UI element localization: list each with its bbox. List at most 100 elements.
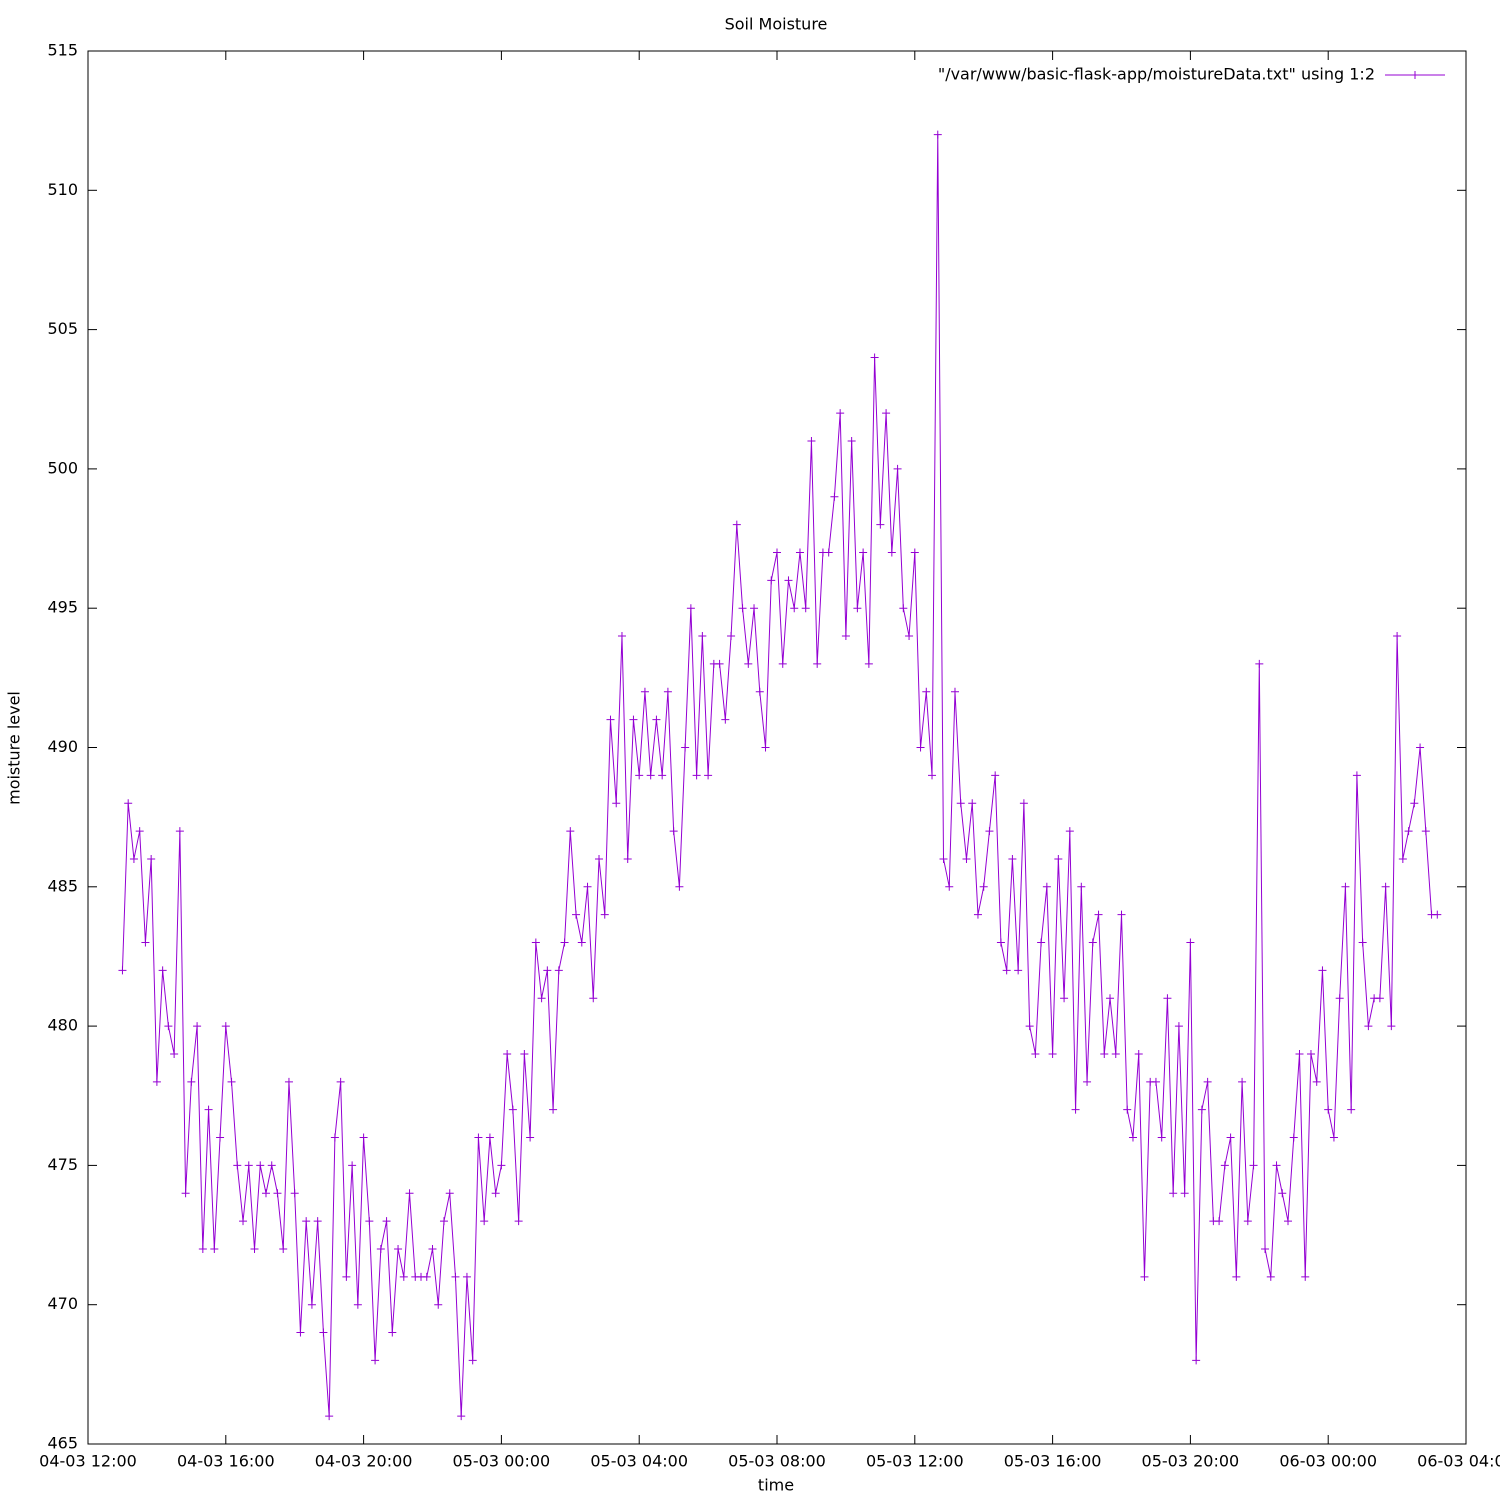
x-tick-label: 06-03 04:00	[1417, 1452, 1500, 1471]
point-marker	[773, 548, 781, 557]
point-marker	[480, 1217, 489, 1226]
point-marker	[910, 548, 919, 557]
point-marker	[485, 1133, 494, 1142]
point-marker	[928, 771, 937, 780]
point-marker	[646, 771, 655, 780]
x-tick-label: 06-03 00:00	[1279, 1452, 1377, 1471]
point-marker	[233, 1161, 242, 1170]
point-marker	[1352, 771, 1361, 780]
point-marker	[566, 827, 575, 836]
point-marker	[313, 1217, 322, 1226]
y-tick-label: 495	[47, 598, 78, 617]
point-marker	[273, 1189, 282, 1198]
point-marker	[600, 910, 609, 919]
point-marker	[663, 687, 672, 696]
point-marker	[175, 827, 184, 836]
point-marker	[612, 799, 621, 808]
point-marker	[1375, 994, 1384, 1003]
point-marker	[543, 966, 552, 975]
point-marker	[560, 938, 569, 947]
y-tick-label: 465	[47, 1434, 78, 1453]
point-marker	[451, 1272, 460, 1281]
point-marker	[1416, 743, 1425, 752]
point-marker	[1341, 882, 1350, 891]
point-marker	[1272, 1161, 1281, 1170]
point-marker	[284, 1077, 293, 1086]
point-marker	[129, 854, 138, 863]
point-marker	[181, 1189, 190, 1198]
point-marker	[216, 1133, 225, 1142]
point-marker	[491, 1189, 500, 1198]
point-marker	[813, 659, 822, 668]
point-marker	[1381, 882, 1390, 891]
point-marker	[187, 1077, 196, 1086]
point-marker	[244, 1161, 253, 1170]
point-marker	[152, 1077, 161, 1086]
point-marker	[1163, 994, 1172, 1003]
point-marker	[887, 548, 896, 557]
x-tick-label: 04-03 16:00	[177, 1452, 275, 1471]
point-marker	[422, 1272, 431, 1281]
point-marker	[118, 966, 127, 975]
point-marker	[795, 548, 804, 557]
point-marker	[1134, 1049, 1143, 1058]
point-marker	[336, 1077, 345, 1086]
point-marker	[399, 1272, 408, 1281]
point-marker	[1358, 938, 1367, 947]
point-marker	[1312, 1077, 1321, 1086]
point-marker	[1220, 1161, 1229, 1170]
point-marker	[371, 1356, 380, 1365]
x-tick-label: 04-03 12:00	[39, 1452, 137, 1471]
point-marker	[1186, 938, 1195, 947]
point-marker	[744, 659, 753, 668]
point-marker	[428, 1244, 437, 1253]
point-marker	[1169, 1189, 1178, 1198]
point-marker	[319, 1328, 328, 1337]
point-marker	[376, 1244, 385, 1253]
point-marker	[1088, 938, 1097, 947]
point-marker	[882, 409, 891, 418]
point-marker	[807, 437, 816, 446]
y-tick-label: 485	[47, 876, 78, 895]
y-tick-label: 500	[47, 458, 78, 477]
point-marker	[307, 1300, 316, 1309]
point-marker	[996, 938, 1005, 947]
point-marker	[537, 994, 546, 1003]
point-marker	[434, 1300, 443, 1309]
point-marker	[859, 548, 868, 557]
point-marker	[405, 1189, 414, 1198]
point-marker	[290, 1189, 299, 1198]
point-marker	[1410, 799, 1419, 808]
point-marker	[1289, 1133, 1298, 1142]
point-marker	[939, 854, 948, 863]
x-tick-label: 05-03 00:00	[453, 1452, 551, 1471]
point-marker	[1180, 1189, 1189, 1198]
point-marker	[956, 799, 965, 808]
y-axis-label: moisture level	[5, 691, 24, 805]
point-marker	[1002, 966, 1011, 975]
point-marker	[681, 743, 690, 752]
point-marker	[1226, 1133, 1235, 1142]
point-marker	[1364, 1022, 1373, 1031]
point-marker	[973, 910, 982, 919]
y-tick-label: 505	[47, 319, 78, 338]
point-marker	[1278, 1189, 1287, 1198]
point-marker	[830, 492, 839, 501]
point-marker	[767, 576, 776, 585]
x-tick-label: 05-03 20:00	[1142, 1452, 1240, 1471]
point-marker	[1284, 1217, 1293, 1226]
point-marker	[325, 1412, 334, 1421]
point-marker	[526, 1133, 535, 1142]
point-marker	[985, 827, 994, 836]
point-marker	[864, 659, 873, 668]
point-marker	[1203, 1077, 1212, 1086]
point-marker	[1019, 799, 1028, 808]
point-marker	[1083, 1077, 1092, 1086]
y-tick-label: 515	[47, 41, 78, 60]
point-marker	[658, 771, 667, 780]
point-marker	[250, 1244, 259, 1253]
point-marker	[1393, 632, 1402, 641]
point-marker	[302, 1217, 311, 1226]
